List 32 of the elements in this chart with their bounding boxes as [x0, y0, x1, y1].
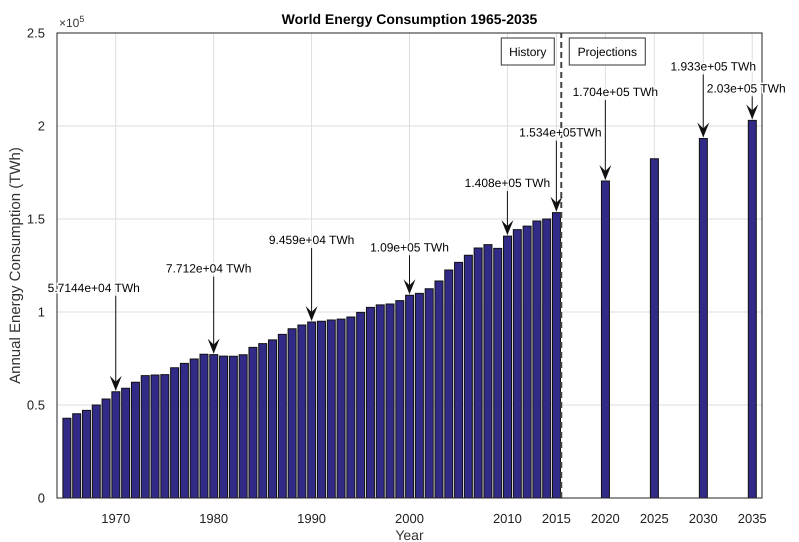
annotation: 7.712e+04 TWh	[166, 262, 252, 276]
annotation: Projections	[578, 45, 637, 59]
y-tick-label: 1	[38, 304, 45, 320]
y-tick-label: 2.5	[26, 26, 45, 41]
annotation: 1.704e+05 TWh	[572, 85, 658, 100]
x-tick-label: 2015	[542, 511, 571, 526]
y-axis-title: Annual Energy Consumption (TWh)	[7, 147, 24, 384]
y-tick-label: 0.5	[26, 398, 45, 413]
bar	[650, 158, 659, 498]
annotation: 9.459e+04 TWh	[268, 233, 354, 248]
x-tick-label: 2025	[640, 511, 669, 526]
chart-title: World Energy Consumption 1965-2035	[282, 11, 538, 27]
x-tick-label: 2030	[688, 511, 718, 526]
text: ×10$^{5}$	[59, 14, 84, 30]
x-axis-title: Year	[395, 527, 424, 542]
text-box: Projections	[568, 38, 646, 66]
annotation: 1.408e+05 TWh	[464, 176, 550, 190]
x-tick-label: 1990	[297, 511, 326, 526]
x-tick-label: 1970	[101, 511, 130, 526]
x-tick-label: 2010	[492, 511, 522, 526]
y-tick-label: 2	[38, 118, 45, 134]
annotation: History	[509, 45, 546, 59]
x-tick-label: 2000	[395, 511, 424, 526]
annotation: 1.534e+05TWh	[519, 126, 602, 140]
x-tick-label: 1980	[199, 511, 228, 526]
annotation: 1.09e+05 TWh	[370, 240, 449, 254]
text-box: History	[500, 38, 555, 66]
x-tick-label: 2020	[590, 511, 620, 526]
y-tick-label: 1.5	[26, 212, 45, 227]
y-tick-label: 0	[38, 490, 45, 506]
annotation: 1.933e+05 TWh	[670, 59, 756, 74]
x-tick-label: 2035	[738, 511, 767, 526]
